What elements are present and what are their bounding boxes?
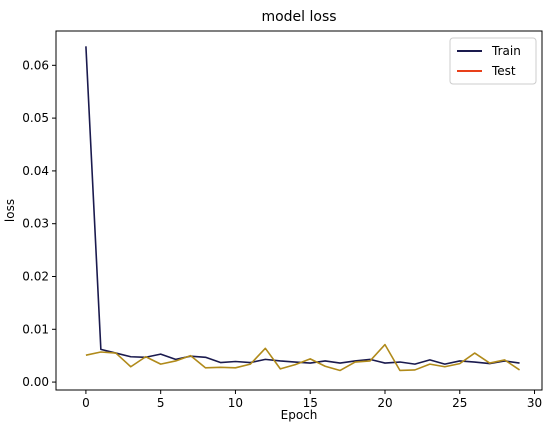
y-tick-label: 0.05 [22, 111, 49, 125]
plot-frame [55, 30, 543, 391]
y-tick-label: 0.04 [22, 164, 49, 178]
y-tick-label: 0.06 [22, 58, 49, 72]
y-tick-label: 0.00 [22, 375, 49, 389]
x-tick-label: 5 [157, 396, 165, 410]
series-line-train [85, 46, 520, 365]
y-axis-label: loss [3, 199, 17, 222]
y-tick-label: 0.02 [22, 269, 49, 283]
x-tick-label: 20 [377, 396, 392, 410]
x-tick-label: 10 [228, 396, 243, 410]
y-tick-label: 0.01 [22, 322, 49, 336]
legend: Train Test [449, 37, 537, 85]
x-tick-label: 30 [527, 396, 542, 410]
x-axis-label: Epoch [281, 408, 318, 422]
series-line-test [85, 343, 521, 372]
y-tick-label: 0.03 [22, 217, 49, 231]
legend-label-train: Train [491, 44, 521, 58]
plot-area: 0 5 10 15 20 25 30 0.00 0.01 0.02 0.03 0.04 0.05 0.06 [22, 30, 543, 410]
legend-box [449, 37, 537, 85]
chart-title: model loss [261, 9, 336, 25]
legend-label-test: Test [491, 64, 516, 78]
x-tick-label: 15 [303, 396, 318, 410]
x-tick-label: 25 [452, 396, 467, 410]
x-tick-label: 0 [82, 396, 90, 410]
